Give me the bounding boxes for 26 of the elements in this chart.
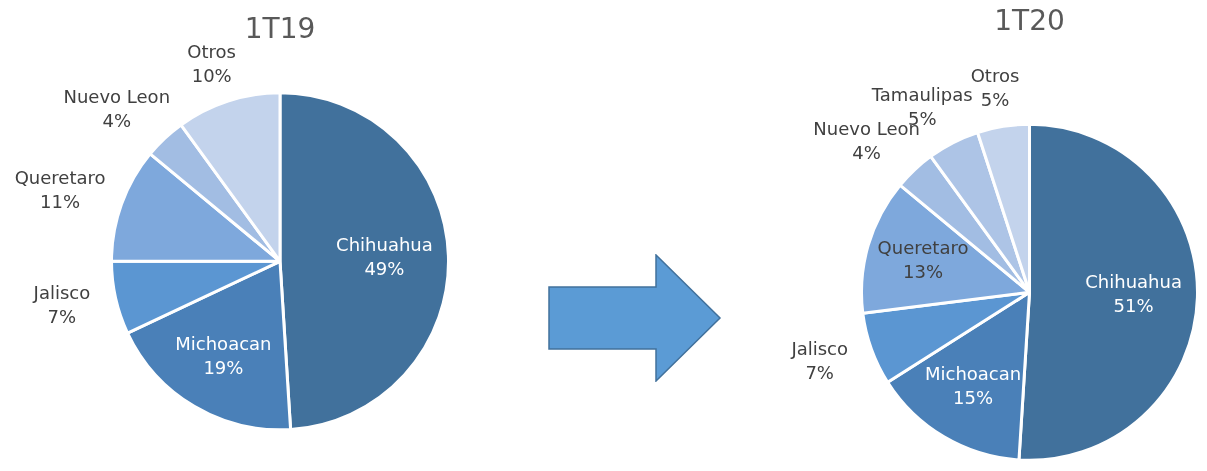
data-label: 5% [980,88,1010,110]
slice-label: Chihuahua [1085,271,1182,293]
slice-label: Queretaro [14,167,106,189]
slice-label: Jalisco [32,282,91,304]
slice-label: Otros [187,40,236,62]
slice-label: Michoacan [924,363,1022,385]
data-label: 49% [364,257,405,279]
data-label: 11% [40,191,81,213]
data-label: 19% [203,356,244,378]
slice-label: Tamaulipas [870,84,973,106]
slice-label: Queretaro [877,237,969,259]
data-label: 15% [953,387,994,409]
slice-label: Michoacan [175,332,272,354]
data-label: 10% [191,64,232,86]
data-label: 7% [47,306,77,328]
slice-label: Jalisco [790,337,849,359]
slice-label: Otros [970,64,1020,86]
data-label: 4% [102,110,132,132]
data-label: 51% [1113,295,1154,317]
slice-label: Chihuahua [336,233,433,255]
data-label: 7% [805,361,834,383]
chart-title: 1T19 [244,12,316,46]
chart-title: 1T20 [994,4,1065,38]
data-label: 13% [903,261,944,283]
slice-label: Nuevo Leon [63,86,171,108]
data-label: 4% [852,141,881,163]
